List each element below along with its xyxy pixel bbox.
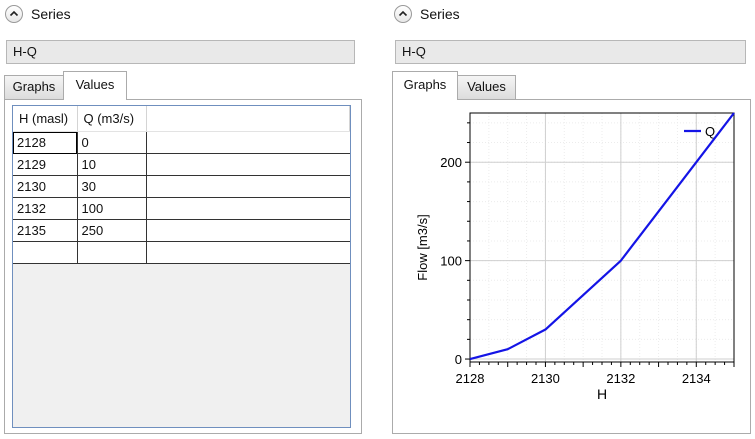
collapse-button[interactable] [5, 5, 23, 23]
values-table: H (masl) Q (m3/s) 2128 0 2129 10 2130 30 2132 1… [13, 106, 350, 264]
table-row[interactable]: 2132 100 [13, 197, 350, 220]
cell-q[interactable]: 100 [76, 197, 147, 220]
cell-h[interactable]: 2135 [13, 219, 78, 242]
cell-q[interactable]: 30 [76, 175, 147, 198]
column-header-h[interactable]: H (masl) [13, 106, 78, 132]
cell-q[interactable]: 0 [76, 131, 147, 154]
cell-q[interactable] [76, 241, 147, 264]
chevron-up-icon [9, 10, 19, 17]
y-tick-label: 0 [455, 352, 462, 367]
cell-q[interactable]: 250 [76, 219, 147, 242]
tab-values[interactable]: Values [457, 75, 516, 99]
series-header: Series [5, 3, 71, 25]
cell-filler [145, 241, 350, 264]
plot-area [469, 112, 735, 363]
y-tick-label: 100 [440, 254, 462, 269]
cell-filler [145, 219, 350, 242]
right-series-panel: Series H-Q Graphs Values 2128 2130 2132 213… [389, 0, 755, 439]
x-tick-label: 2130 [531, 371, 560, 386]
column-header-filler [146, 106, 350, 132]
values-tab-content: H (masl) Q (m3/s) 2128 0 2129 10 2130 30 2132 1… [4, 99, 362, 434]
tab-strip: Graphs Values [392, 71, 592, 100]
cell-filler [145, 175, 350, 198]
cell-h[interactable]: 2132 [13, 197, 78, 220]
series-name-field[interactable]: H-Q [6, 40, 355, 64]
cell-h[interactable] [13, 241, 78, 264]
y-tick-label: 200 [440, 155, 462, 170]
x-tick-label: 2134 [682, 371, 711, 386]
x-tick-label: 2132 [606, 371, 635, 386]
values-grid[interactable]: H (masl) Q (m3/s) 2128 0 2129 10 2130 30 2132 1… [12, 105, 351, 428]
table-row[interactable]: 2128 0 [13, 131, 350, 154]
left-series-panel: Series H-Q Graphs Values H (masl) Q (m3/… [0, 0, 368, 439]
collapse-button[interactable] [394, 5, 412, 23]
graphs-tab-content: 2128 2130 2132 2134 0 100 200 H Flow [m3/s] Q [392, 99, 751, 434]
tab-graphs[interactable]: Graphs [4, 75, 64, 99]
table-row[interactable]: 2135 250 [13, 219, 350, 242]
cell-filler [145, 153, 350, 176]
series-label: Series [31, 6, 71, 22]
table-header-row: H (masl) Q (m3/s) [13, 106, 350, 132]
column-header-q[interactable]: Q (m3/s) [77, 106, 147, 132]
cell-h[interactable]: 2130 [13, 175, 78, 198]
tab-values[interactable]: Values [63, 71, 127, 100]
x-tick-label: 2128 [456, 371, 485, 386]
cell-h[interactable]: 2129 [13, 153, 78, 176]
y-axis-label: Flow [m3/s] [415, 214, 430, 280]
cell-filler [145, 197, 350, 220]
chevron-up-icon [398, 10, 408, 17]
series-header: Series [394, 3, 460, 25]
series-line-q[interactable] [469, 112, 735, 361]
table-row[interactable]: 2130 30 [13, 175, 350, 198]
table-row[interactable] [13, 241, 350, 264]
series-name-field[interactable]: H-Q [395, 40, 746, 64]
series-label: Series [420, 6, 460, 22]
cell-h[interactable]: 2128 [13, 131, 78, 154]
legend-label-q: Q [705, 124, 715, 139]
cell-q[interactable]: 10 [76, 153, 147, 176]
cell-filler [145, 131, 350, 154]
x-axis-label: H [597, 386, 607, 402]
table-row[interactable]: 2129 10 [13, 153, 350, 176]
flow-chart: 2128 2130 2132 2134 0 100 200 H Flow [m3/s] Q [415, 112, 735, 402]
tab-strip: Graphs Values [4, 71, 204, 100]
tab-graphs[interactable]: Graphs [392, 71, 458, 100]
